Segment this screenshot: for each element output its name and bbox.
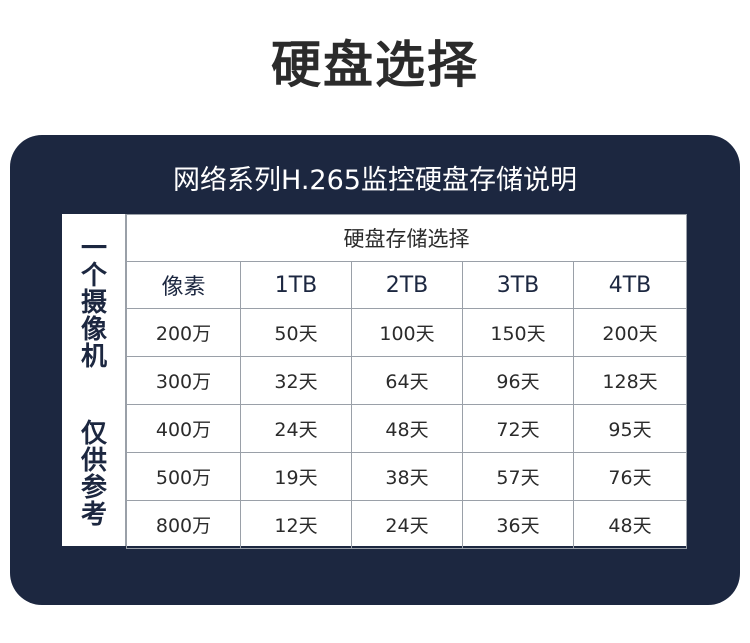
table-cell: 64天	[351, 356, 463, 405]
panel-title: 网络系列H.265监控硬盘存储说明	[173, 165, 577, 196]
column-header-3tb: 3TB	[462, 261, 574, 309]
column-header-pixels: 像素	[126, 261, 241, 309]
page-title: 硬盘选择	[271, 36, 479, 94]
table-cell: 150天	[462, 308, 574, 357]
side-note-column: 一 个 摄 像 机 仅 供 参 考	[62, 214, 126, 546]
side-note-char: 机	[80, 342, 107, 372]
table-cell: 57天	[462, 452, 574, 501]
table-cell: 48天	[351, 404, 463, 453]
table-cell: 400万	[126, 404, 241, 453]
storage-grid: 硬盘存储选择 像素 1TB 2TB 3TB 4TB 200万 50天 100天 …	[125, 214, 688, 549]
table-cell: 200万	[126, 308, 241, 357]
table-cell: 72天	[462, 404, 574, 453]
side-note-char: 参	[80, 473, 107, 503]
side-note-char: 一	[80, 234, 107, 264]
side-note-char: 摄	[80, 288, 107, 318]
table-cell: 76天	[572, 452, 688, 501]
table-cell: 48天	[572, 500, 688, 549]
table-cell: 12天	[240, 500, 352, 549]
side-note-char: 考	[80, 500, 107, 530]
table-cell: 200天	[572, 308, 688, 357]
table-cell: 24天	[240, 404, 352, 453]
table-cell: 50天	[240, 308, 352, 357]
side-note-char: 仅	[80, 419, 107, 449]
table-cell: 800万	[126, 500, 241, 549]
storage-table: 一 个 摄 像 机 仅 供 参 考 硬盘存储选择 像素	[62, 214, 688, 549]
table-cell: 500万	[126, 452, 241, 501]
table-cell: 24天	[351, 500, 463, 549]
column-header-4tb: 4TB	[572, 261, 688, 309]
table-cell: 32天	[240, 356, 352, 405]
side-note-gap	[62, 371, 126, 421]
table-cell: 96天	[462, 356, 574, 405]
side-note-char: 像	[80, 315, 107, 345]
group-header: 硬盘存储选择	[125, 214, 688, 262]
column-header-2tb: 2TB	[351, 261, 463, 309]
table-cell: 128天	[572, 356, 688, 405]
side-note-label: 一 个 摄 像 机 仅 供 参 考	[62, 236, 126, 529]
table-row: 800万 12天 24天 36天 48天	[126, 500, 688, 549]
table-row: 400万 24天 48天 72天 95天	[126, 404, 688, 453]
table-row: 500万 19天 38天 57天 76天	[126, 452, 688, 501]
side-note-char: 个	[80, 261, 107, 291]
table-cell: 19天	[240, 452, 352, 501]
table-cell: 300万	[126, 356, 241, 405]
storage-info-panel: 网络系列H.265监控硬盘存储说明 一 个 摄 像 机 仅 供 参 考	[10, 135, 740, 605]
column-header-1tb: 1TB	[240, 261, 352, 309]
table-cell: 95天	[572, 404, 688, 453]
side-note-char: 供	[80, 446, 107, 476]
table-cell: 36天	[462, 500, 574, 549]
table-row: 300万 32天 64天 96天 128天	[126, 356, 688, 405]
table-cell: 100天	[351, 308, 463, 357]
table-cell: 38天	[351, 452, 463, 501]
table-row: 200万 50天 100天 150天 200天	[126, 308, 688, 357]
